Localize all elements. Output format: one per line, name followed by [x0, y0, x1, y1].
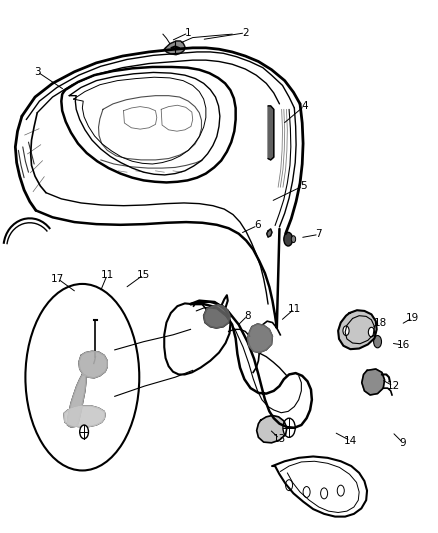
Text: 3: 3	[34, 67, 41, 77]
Polygon shape	[164, 41, 185, 55]
Text: 11: 11	[101, 270, 114, 280]
Circle shape	[321, 488, 328, 499]
Text: 2: 2	[242, 28, 249, 38]
Circle shape	[284, 232, 293, 246]
Text: 4: 4	[301, 101, 308, 111]
Text: 17: 17	[51, 274, 64, 284]
Polygon shape	[257, 415, 287, 443]
Text: 8: 8	[244, 311, 251, 321]
Text: 14: 14	[344, 436, 357, 446]
Text: 15: 15	[137, 270, 150, 280]
Polygon shape	[362, 369, 385, 395]
Circle shape	[303, 487, 310, 497]
Text: 19: 19	[406, 313, 419, 323]
Polygon shape	[64, 406, 105, 427]
Circle shape	[368, 327, 374, 337]
Circle shape	[374, 335, 381, 348]
Polygon shape	[267, 229, 272, 237]
Polygon shape	[79, 351, 107, 378]
Text: 7: 7	[315, 229, 322, 239]
Text: 6: 6	[254, 221, 261, 230]
Circle shape	[337, 485, 344, 496]
Circle shape	[291, 236, 296, 243]
Circle shape	[283, 418, 295, 438]
Circle shape	[80, 425, 88, 439]
Circle shape	[286, 480, 293, 491]
Text: 16: 16	[396, 340, 410, 350]
Text: 9: 9	[399, 438, 406, 448]
Text: 18: 18	[374, 318, 387, 328]
Text: 11: 11	[288, 304, 301, 314]
Text: 12: 12	[387, 381, 400, 391]
Polygon shape	[247, 324, 272, 353]
Polygon shape	[204, 305, 230, 328]
Circle shape	[343, 326, 349, 335]
Polygon shape	[67, 375, 86, 427]
Text: 13: 13	[273, 434, 286, 443]
Text: 1: 1	[185, 28, 192, 38]
Polygon shape	[268, 106, 274, 160]
Polygon shape	[338, 310, 377, 349]
Text: 5: 5	[300, 181, 307, 191]
